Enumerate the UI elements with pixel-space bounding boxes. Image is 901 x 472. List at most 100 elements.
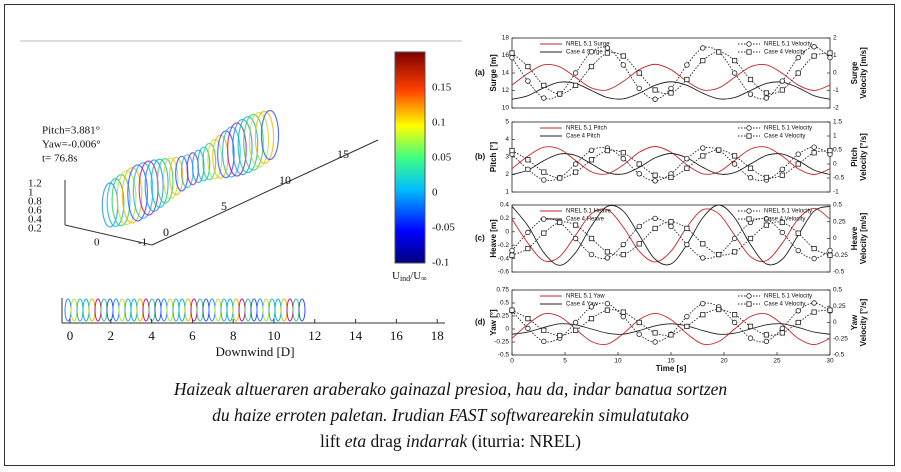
y-tick-label: 0 bbox=[94, 237, 100, 249]
y-tick-label: -0.4 bbox=[498, 255, 510, 262]
marker bbox=[604, 255, 611, 261]
wake-ring bbox=[154, 298, 162, 322]
wake-ring bbox=[64, 298, 72, 322]
y2-axis-label: Velocity [m/s] bbox=[859, 47, 868, 99]
marker bbox=[636, 85, 642, 92]
wake-ring bbox=[156, 158, 174, 204]
marker bbox=[684, 323, 690, 330]
axis-line bbox=[151, 139, 379, 246]
marker bbox=[604, 45, 611, 51]
wake-ring bbox=[178, 298, 186, 322]
y-tick-label: -0.6 bbox=[498, 269, 510, 276]
y-tick-label: 18 bbox=[502, 35, 510, 42]
legend-label: Case 4 Yaw bbox=[566, 302, 598, 308]
wake-ring bbox=[208, 298, 216, 322]
wake-ring bbox=[238, 298, 246, 322]
series-line bbox=[511, 323, 831, 335]
y2-tick-label: 0.25 bbox=[833, 303, 846, 310]
marker bbox=[811, 245, 817, 252]
marker bbox=[620, 53, 626, 59]
marker bbox=[588, 235, 595, 242]
marker bbox=[763, 332, 770, 338]
y2-tick-label: -0.5 bbox=[833, 269, 845, 276]
marker bbox=[763, 90, 770, 96]
wake-ring bbox=[254, 110, 275, 165]
y-axis-label: Yaw [°] bbox=[489, 309, 498, 336]
marker bbox=[604, 307, 611, 313]
series-line bbox=[511, 153, 831, 175]
wake-ring bbox=[286, 298, 294, 322]
marker bbox=[779, 330, 785, 336]
label-part: ind bbox=[400, 274, 410, 283]
strip-tick-label: 8 bbox=[230, 328, 237, 343]
wake-ring bbox=[202, 298, 210, 322]
marker bbox=[620, 155, 626, 162]
wake-ring bbox=[106, 298, 114, 322]
y2-tick-label: 1 bbox=[833, 133, 837, 140]
marker bbox=[668, 90, 674, 96]
marker bbox=[620, 241, 626, 248]
y2-tick-label: -0.5 bbox=[833, 352, 845, 359]
colorbar-tick-label: 0.1 bbox=[432, 117, 446, 129]
y-tick-label: -0.25 bbox=[494, 339, 509, 346]
marker bbox=[636, 223, 642, 230]
marker bbox=[652, 225, 658, 232]
series-line bbox=[511, 146, 831, 175]
caption-text: lift bbox=[319, 431, 341, 451]
marker bbox=[573, 82, 579, 89]
y-axis-label: Heave [m] bbox=[489, 219, 498, 258]
marker bbox=[827, 252, 833, 258]
marker bbox=[573, 222, 579, 228]
series-line bbox=[511, 312, 831, 346]
marker bbox=[795, 308, 801, 314]
legend-label: NREL 5.1 Heave bbox=[566, 209, 611, 215]
y-tick-label: 0.4 bbox=[500, 202, 509, 209]
marker bbox=[763, 222, 770, 228]
y-tick-label: 2 bbox=[505, 171, 509, 178]
marker bbox=[541, 82, 547, 89]
z-tick-label: 0.2 bbox=[28, 223, 42, 235]
marker bbox=[684, 155, 690, 162]
marker bbox=[811, 255, 817, 262]
marker bbox=[620, 150, 626, 156]
marker bbox=[747, 91, 754, 97]
marker bbox=[747, 335, 754, 341]
y-tick-label: 0 bbox=[505, 229, 509, 236]
wake-ring bbox=[132, 162, 154, 219]
marker bbox=[746, 125, 752, 131]
y-tick-label: -0.5 bbox=[498, 352, 510, 359]
caption-text: (iturria: NREL) bbox=[467, 431, 581, 451]
y2-axis-label: Velocity [°/s] bbox=[859, 298, 868, 346]
legend-label: Case 4 Velocity bbox=[764, 302, 805, 308]
panel-label: (a) bbox=[475, 68, 485, 77]
series-line bbox=[511, 204, 831, 266]
marker bbox=[732, 153, 738, 159]
x-tick-label: 20 bbox=[720, 358, 728, 365]
legend-label: Case 4 Velocity bbox=[764, 217, 805, 223]
strip-tick-label: 2 bbox=[108, 328, 115, 343]
marker bbox=[747, 235, 754, 242]
marker bbox=[795, 161, 801, 167]
colorbar-tick-label: 0 bbox=[432, 187, 438, 199]
figure-border bbox=[4, 4, 895, 466]
caption-text: du haize erroten paletan. Irudian FAST s… bbox=[212, 405, 689, 425]
marker bbox=[557, 175, 563, 181]
wake-ring bbox=[220, 298, 228, 322]
marker bbox=[588, 63, 595, 70]
marker bbox=[700, 57, 706, 64]
colorbar-tick-label: 0.05 bbox=[432, 152, 452, 164]
marker bbox=[795, 70, 801, 76]
y2-tick-label: 1.5 bbox=[833, 119, 842, 126]
marker bbox=[700, 45, 706, 51]
annotation: Yaw=-0.006° bbox=[42, 139, 101, 151]
y2-tick-label: 0.5 bbox=[833, 147, 842, 154]
caption-text: indarrak bbox=[401, 431, 468, 451]
wake-ring bbox=[100, 298, 108, 322]
z-tick-label: 0.4 bbox=[28, 214, 42, 226]
wake-ring bbox=[237, 116, 259, 174]
marker bbox=[557, 219, 563, 226]
marker bbox=[795, 54, 801, 61]
panel-label: (c) bbox=[475, 234, 485, 243]
marker bbox=[636, 161, 642, 167]
